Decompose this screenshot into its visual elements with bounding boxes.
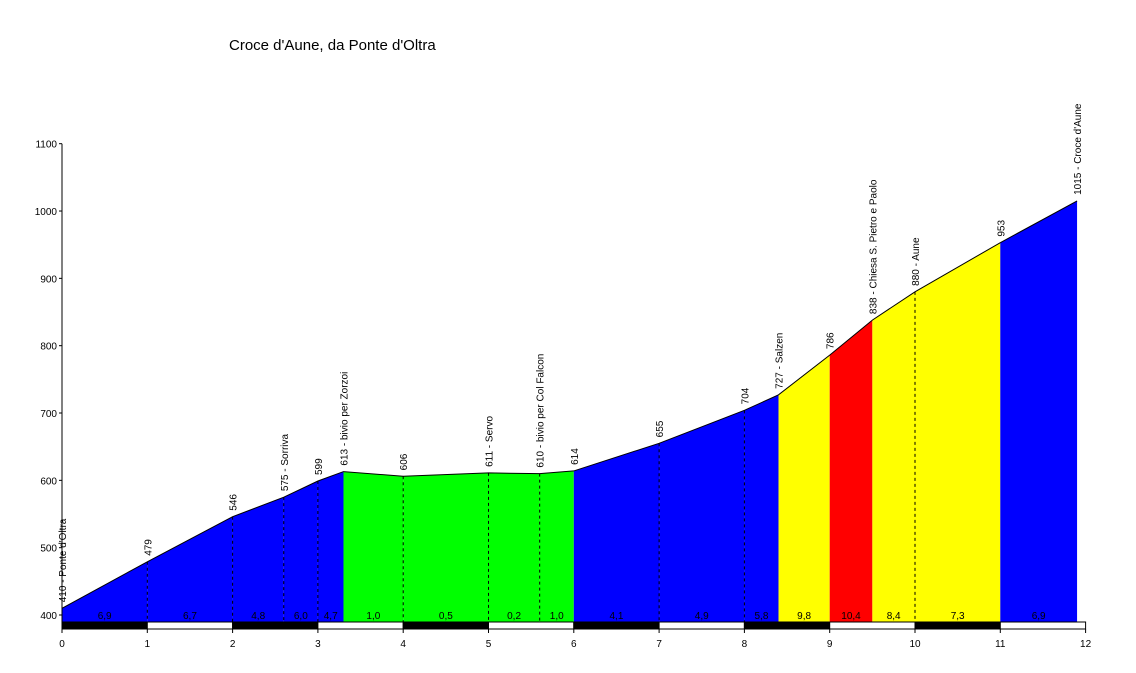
km-bar xyxy=(61,621,1087,630)
y-tick-label-800: 800 xyxy=(40,342,57,353)
gradient-label-11: 5,8 xyxy=(755,611,769,622)
point-label-17: 1015 - Croce d'Aune xyxy=(1073,103,1084,195)
x-tick-label-3: 3 xyxy=(315,639,321,650)
y-tick-label-900: 900 xyxy=(40,274,57,285)
y-tick-label-600: 600 xyxy=(40,476,57,487)
gradient-area-7 xyxy=(488,472,540,622)
point-labels: 410 - Ponte d'Oltra 479 546 575 - Sorriva 59… xyxy=(58,103,1084,602)
x-tick-label-11: 11 xyxy=(995,639,1006,650)
gradient-area-12 xyxy=(778,355,830,622)
km-bar-segment-6 xyxy=(573,621,660,630)
km-bar-segment-2 xyxy=(232,621,319,630)
point-label-9: 614 xyxy=(570,448,581,465)
point-label-16: 953 xyxy=(996,220,1007,237)
x-tick-label-10: 10 xyxy=(909,639,921,650)
gradient-area-6 xyxy=(403,472,489,622)
gradient-label-8: 1,0 xyxy=(550,611,564,622)
y-tick-label-1000: 1000 xyxy=(35,207,58,218)
gradient-area-9 xyxy=(573,443,660,622)
y-tick-label-700: 700 xyxy=(40,409,57,420)
km-bar-segment-4 xyxy=(402,621,490,630)
point-label-8: 610 - bivio per Col Falcon xyxy=(536,354,547,468)
point-label-11: 704 xyxy=(740,387,751,404)
gradient-label-6: 0,5 xyxy=(439,611,453,622)
gradient-area-13 xyxy=(829,320,873,622)
point-label-15: 880 - Aune xyxy=(911,237,922,286)
chart-title: Croce d'Aune, da Ponte d'Oltra xyxy=(229,37,436,54)
gradient-area-8 xyxy=(539,470,574,622)
gradient-area-11 xyxy=(744,394,779,622)
point-label-14: 838 - Chiesa S. Pietro e Paolo xyxy=(868,179,879,314)
km-bar-segment-0 xyxy=(61,621,148,630)
y-tick-label-1100: 1100 xyxy=(35,140,57,151)
gradient-label-3: 6,0 xyxy=(294,611,308,622)
gradient-labels: 6,9 6,7 4,8 6,0 4,7 1,0 0,5 0,2 1,0 4,1 4,9 5,8 9,8 1… xyxy=(98,611,1046,622)
km-bar-segment-3 xyxy=(317,621,404,630)
gradient-area-3 xyxy=(283,481,318,622)
gradient-area-5 xyxy=(343,471,404,622)
gradient-label-9: 4,1 xyxy=(609,611,623,622)
gradient-area-2 xyxy=(232,497,284,622)
point-label-5: 613 - bivio per Zorzoi xyxy=(339,372,350,466)
point-label-3: 575 - Sorriva xyxy=(280,433,291,491)
km-bar-segment-8 xyxy=(743,621,831,630)
gradient-area-1 xyxy=(147,516,233,622)
point-markers xyxy=(146,291,916,622)
x-tick-label-2: 2 xyxy=(230,639,236,650)
gradient-label-12: 9,8 xyxy=(797,611,811,622)
km-bar-segment-1 xyxy=(146,621,234,630)
y-tick-label-500: 500 xyxy=(40,544,57,555)
km-bar-segment-9 xyxy=(829,621,916,630)
gradient-label-0: 6,9 xyxy=(98,611,112,622)
gradient-area-0 xyxy=(62,561,148,622)
gradient-label-2: 4,8 xyxy=(251,611,265,622)
point-label-4: 599 xyxy=(314,458,325,475)
km-bar-segment-5 xyxy=(488,621,575,630)
x-tick-label-8: 8 xyxy=(742,639,748,650)
point-label-13: 786 xyxy=(826,332,837,349)
gradient-area-15 xyxy=(915,242,1001,622)
x-tick-label-0: 0 xyxy=(59,639,65,650)
x-tick-label-5: 5 xyxy=(486,639,492,650)
km-bar-segment-11 xyxy=(999,621,1087,630)
gradient-label-4: 4,7 xyxy=(324,611,338,622)
km-bar-segment-10 xyxy=(914,621,1001,630)
gradient-label-10: 4,9 xyxy=(695,611,709,622)
point-label-0: 410 - Ponte d'Oltra xyxy=(58,518,69,602)
point-label-2: 546 xyxy=(229,494,240,511)
x-tick-label-12: 12 xyxy=(1080,639,1092,650)
point-label-6: 606 xyxy=(399,453,410,470)
x-tick-label-6: 6 xyxy=(571,639,577,650)
gradient-label-16: 6,9 xyxy=(1032,611,1046,622)
x-tick-label-7: 7 xyxy=(656,639,662,650)
gradient-label-1: 6,7 xyxy=(183,611,197,622)
gradient-label-14: 8,4 xyxy=(887,611,901,622)
profile-line xyxy=(61,200,1078,609)
gradient-area-16 xyxy=(1000,200,1078,622)
x-tick-label-4: 4 xyxy=(400,639,406,650)
gradient-area-4 xyxy=(317,471,344,622)
point-label-1: 479 xyxy=(143,539,154,556)
x-tick-label-1: 1 xyxy=(145,639,151,650)
gradient-area-10 xyxy=(659,410,745,622)
gradient-area-14 xyxy=(872,291,915,622)
gradient-label-5: 1,0 xyxy=(366,611,380,622)
km-bar-segment-7 xyxy=(658,621,745,630)
point-label-10: 655 xyxy=(655,420,666,437)
gradient-label-13: 10,4 xyxy=(841,611,861,622)
gradient-label-7: 0,2 xyxy=(507,611,521,622)
gradient-areas xyxy=(61,200,1078,622)
x-tick-label-9: 9 xyxy=(827,639,833,650)
y-tick-label-400: 400 xyxy=(40,611,57,622)
point-label-12: 727 - Salzen xyxy=(775,333,786,389)
gradient-label-15: 7,3 xyxy=(951,611,965,622)
point-label-7: 611 - Servo xyxy=(485,416,496,467)
